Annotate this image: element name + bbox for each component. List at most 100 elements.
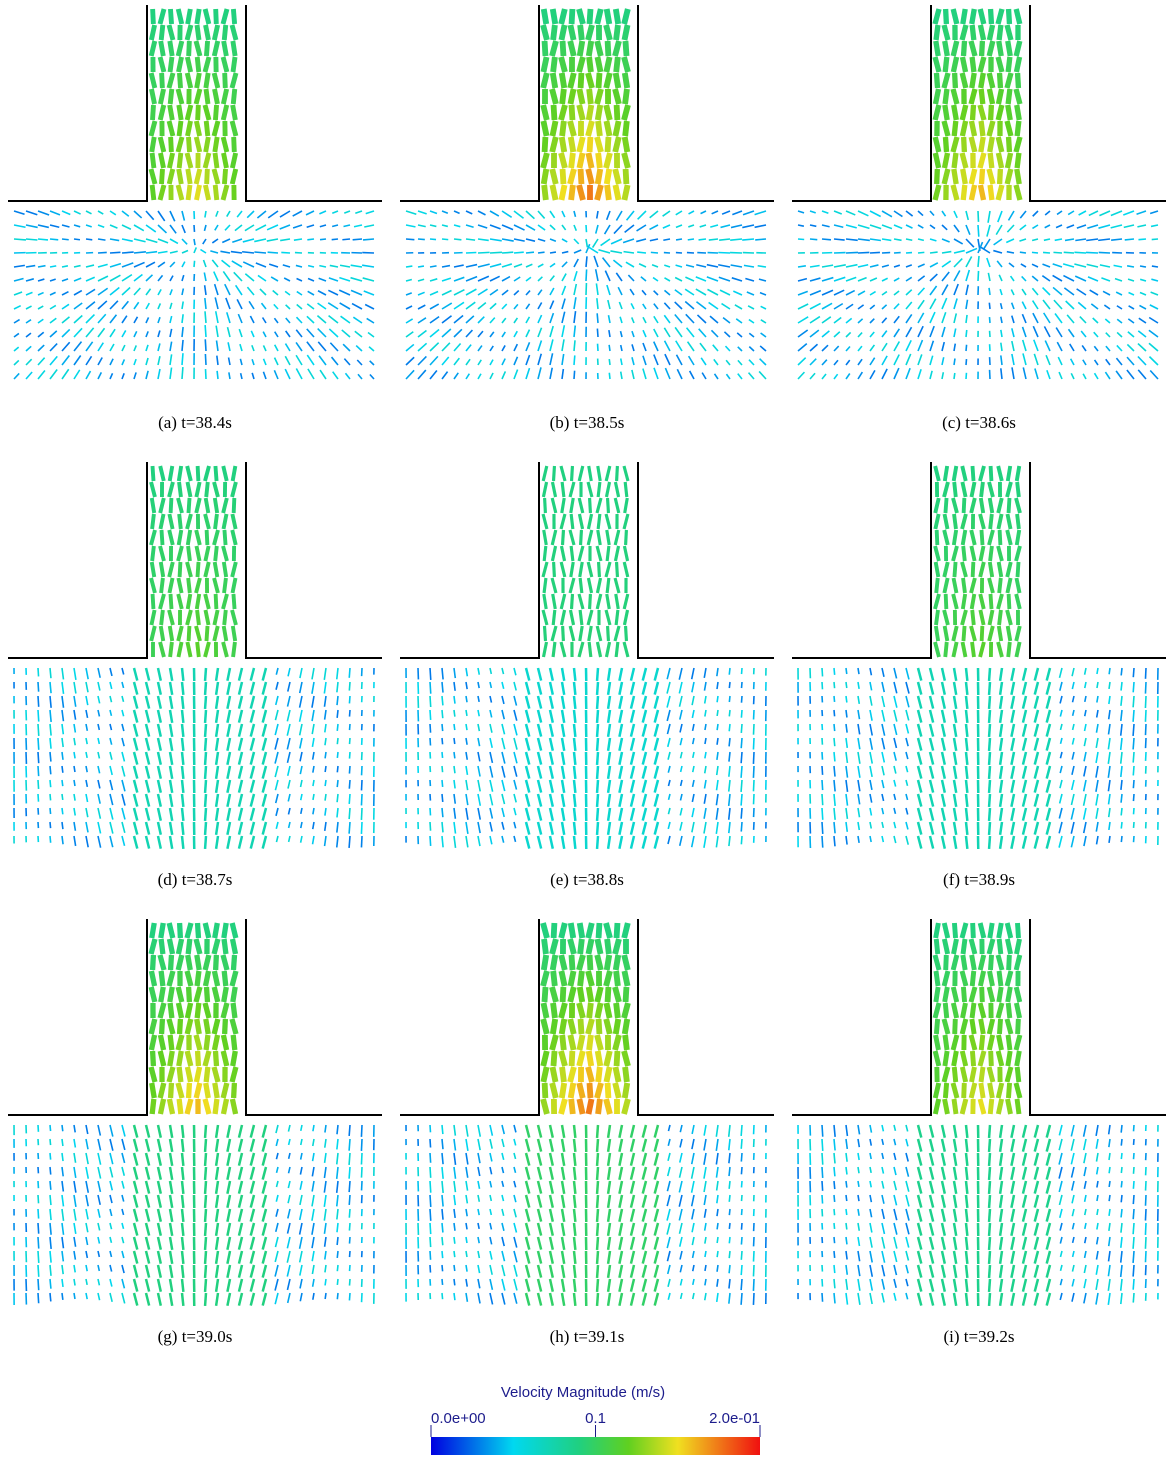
vector-glyph (182, 275, 184, 281)
vector-glyph (514, 1237, 517, 1248)
vector-glyph (1000, 682, 1002, 695)
vector-glyph (906, 752, 908, 759)
vector-glyph (655, 738, 658, 751)
vector-glyph (490, 360, 493, 365)
vector-glyph (942, 738, 945, 751)
vector-glyph (158, 1195, 161, 1208)
vector-glyph (365, 305, 374, 309)
vector-glyph (98, 822, 101, 833)
vector-glyph (686, 314, 694, 323)
vector-glyph (552, 1083, 556, 1098)
vector-glyph (288, 1293, 290, 1303)
vector-glyph (170, 354, 172, 365)
vector-glyph (624, 153, 628, 168)
vector-glyph (110, 1251, 111, 1257)
vector-glyph (579, 498, 583, 513)
vector-glyph (478, 710, 479, 716)
vector-glyph (626, 987, 627, 1002)
vector-glyph (134, 738, 137, 751)
vector-glyph (227, 1251, 230, 1264)
vector-glyph (206, 1067, 208, 1082)
vector-glyph (502, 1237, 504, 1246)
vector-glyph (182, 262, 185, 267)
vector-glyph (153, 594, 154, 609)
vector-glyph (882, 1251, 885, 1263)
vector-glyph (171, 137, 172, 152)
vector-glyph (538, 738, 541, 751)
vector-glyph (1111, 225, 1122, 228)
vector-glyph (214, 482, 218, 497)
vector-glyph (1084, 822, 1086, 833)
vector-glyph (98, 738, 99, 744)
vector-glyph (942, 766, 945, 779)
vector-glyph (170, 1125, 172, 1138)
vector-glyph (160, 105, 164, 120)
vector-glyph (226, 298, 230, 309)
vector-glyph (74, 1223, 76, 1234)
vector-glyph (942, 1293, 945, 1306)
vector-glyph (624, 546, 627, 561)
vector-glyph (1133, 1167, 1134, 1174)
vector-glyph (62, 1279, 63, 1287)
vector-glyph (288, 696, 290, 707)
vector-glyph (597, 766, 598, 779)
vector-glyph (597, 137, 601, 152)
vector-glyph (696, 277, 706, 281)
vector-glyph (276, 668, 278, 675)
vector-glyph (86, 808, 88, 817)
vector-glyph (550, 780, 553, 793)
vector-glyph (990, 594, 991, 609)
vector-glyph (239, 766, 242, 779)
vector-glyph (989, 987, 993, 1002)
vector-glyph (502, 345, 505, 351)
vector-glyph (712, 211, 718, 214)
vector-glyph (616, 73, 619, 88)
vector-glyph (50, 305, 56, 309)
vector-glyph (882, 292, 887, 295)
vector-glyph (227, 1167, 230, 1180)
vector-glyph (643, 1181, 646, 1194)
vector-glyph (197, 971, 199, 986)
vector-glyph (732, 211, 742, 215)
vector-glyph (798, 279, 807, 281)
vector-glyph (998, 1003, 1002, 1018)
vector-glyph (122, 1139, 125, 1150)
vector-glyph (822, 1153, 823, 1165)
vector-glyph (1121, 836, 1122, 842)
vector-glyph (233, 987, 235, 1002)
vector-glyph (526, 822, 529, 835)
vector-glyph (1088, 277, 1098, 281)
vector-glyph (720, 290, 730, 295)
wall (246, 919, 382, 1115)
vector-glyph (935, 514, 938, 529)
vector-glyph (597, 836, 598, 849)
vector-glyph (178, 578, 181, 593)
vector-glyph (935, 9, 939, 24)
vector-glyph (1000, 1139, 1002, 1152)
vector-glyph (205, 298, 206, 309)
vector-glyph (930, 211, 934, 216)
vector-glyph (170, 9, 171, 24)
vector-glyph (753, 766, 754, 778)
vector-glyph (151, 1067, 155, 1082)
vector-glyph (717, 1209, 718, 1216)
vector-glyph (466, 1181, 468, 1191)
vector-glyph (239, 1167, 242, 1180)
vector-glyph (935, 546, 939, 561)
vector-glyph (251, 724, 254, 737)
vector-glyph (963, 939, 965, 954)
vector-glyph (1009, 263, 1014, 267)
vector-glyph (430, 356, 438, 365)
vector-glyph (349, 682, 350, 691)
vector-glyph (945, 89, 947, 104)
vector-glyph (593, 239, 598, 248)
vector-glyph (339, 290, 350, 295)
vector-glyph (822, 822, 823, 834)
vector-glyph (251, 766, 254, 779)
vector-glyph (146, 766, 149, 779)
vector-glyph (1108, 1265, 1110, 1276)
panels: (a) t=38.4s(b) t=38.5s(c) t=38.6s(d) t=3… (8, 5, 1166, 1346)
vector-glyph (570, 939, 574, 954)
vector-glyph (158, 317, 160, 323)
vector-glyph (216, 1051, 217, 1066)
